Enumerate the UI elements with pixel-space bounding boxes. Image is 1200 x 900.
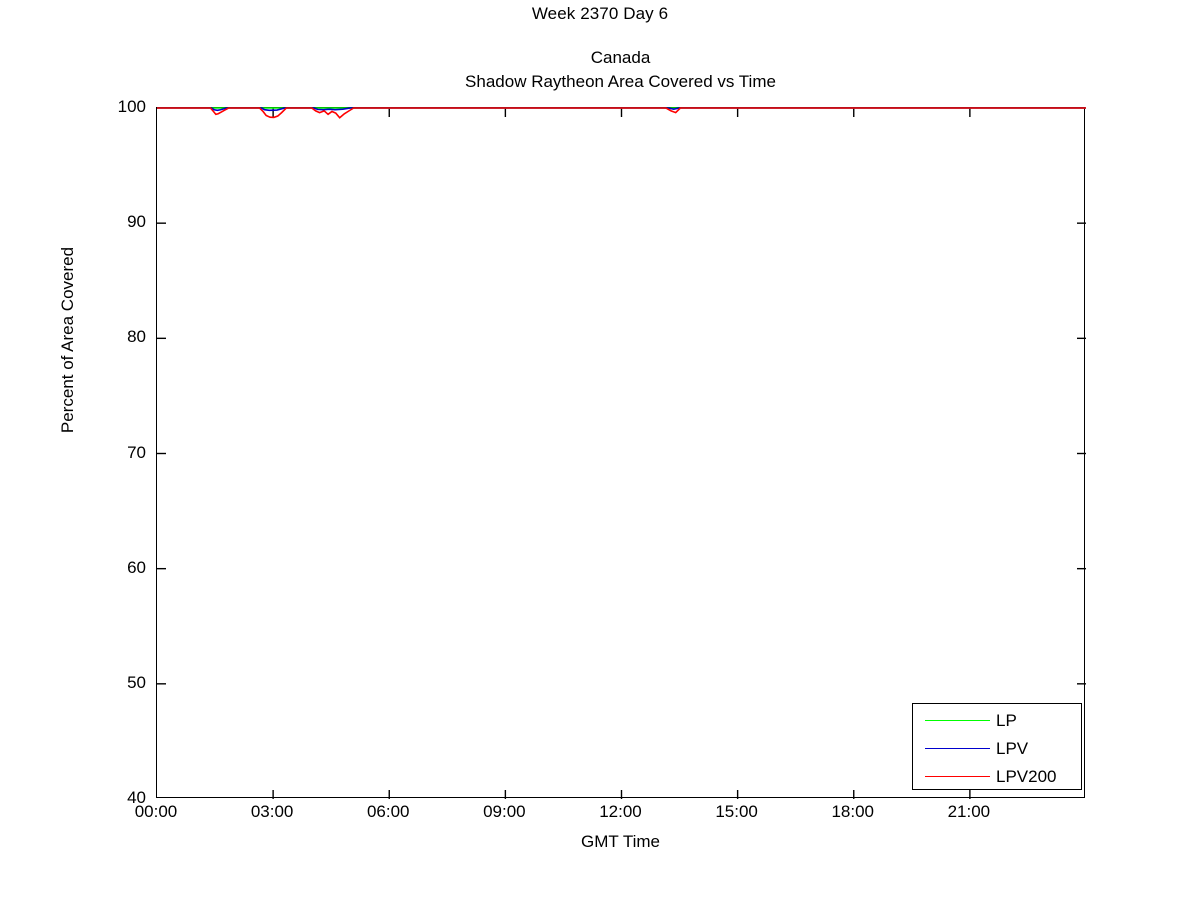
figure-suptitle: Week 2370 Day 6 xyxy=(531,4,669,23)
legend-swatch-lp xyxy=(925,720,990,721)
axes-title-line2: Shadow Raytheon Area Covered vs Time xyxy=(465,72,776,91)
x-tick-label: 18:00 xyxy=(831,802,875,821)
y-tick-label: 90 xyxy=(127,212,146,232)
y-tick-label: 80 xyxy=(127,327,146,347)
legend-swatch-lpv xyxy=(925,748,990,749)
y-tick-label: 50 xyxy=(127,672,146,692)
legend-label-lpv: LPV xyxy=(996,739,1029,758)
legend-label-lp: LP xyxy=(996,711,1017,730)
x-tick-label: 15:00 xyxy=(715,802,758,821)
legend-item-lpv200[interactable]: LPV200 xyxy=(913,762,1083,791)
x-tick-label: 09:00 xyxy=(483,802,526,821)
axes-title: Canada Shadow Raytheon Area Covered vs T… xyxy=(156,46,1085,94)
x-tick-label: 21:00 xyxy=(947,802,991,821)
y-axis-label: Percent of Area Covered xyxy=(58,246,77,434)
legend-label-lpv200: LPV200 xyxy=(996,767,1057,786)
x-tick-label: 00:00 xyxy=(134,802,178,821)
legend-item-lpv[interactable]: LPV xyxy=(913,734,1083,763)
data-trace-layer xyxy=(157,107,1086,799)
x-tick-label: 03:00 xyxy=(250,802,294,821)
legend-swatch-lpv200 xyxy=(925,776,990,777)
plot-area xyxy=(156,107,1086,799)
axes-title-line1: Canada xyxy=(590,48,651,67)
x-tick-label: 06:00 xyxy=(366,802,410,821)
y-tick-label: 100 xyxy=(117,97,146,116)
y-tick-label: 40 xyxy=(127,788,146,807)
y-tick-label: 60 xyxy=(127,557,146,577)
x-tick-label: 12:00 xyxy=(599,802,642,821)
y-tick-label: 70 xyxy=(127,442,146,462)
series-line-lpv200 xyxy=(157,107,1086,119)
legend-item-lp[interactable]: LP xyxy=(913,706,1083,735)
legend: LP LPV LPV200 xyxy=(912,703,1082,790)
x-axis-label: GMT Time xyxy=(580,832,661,851)
